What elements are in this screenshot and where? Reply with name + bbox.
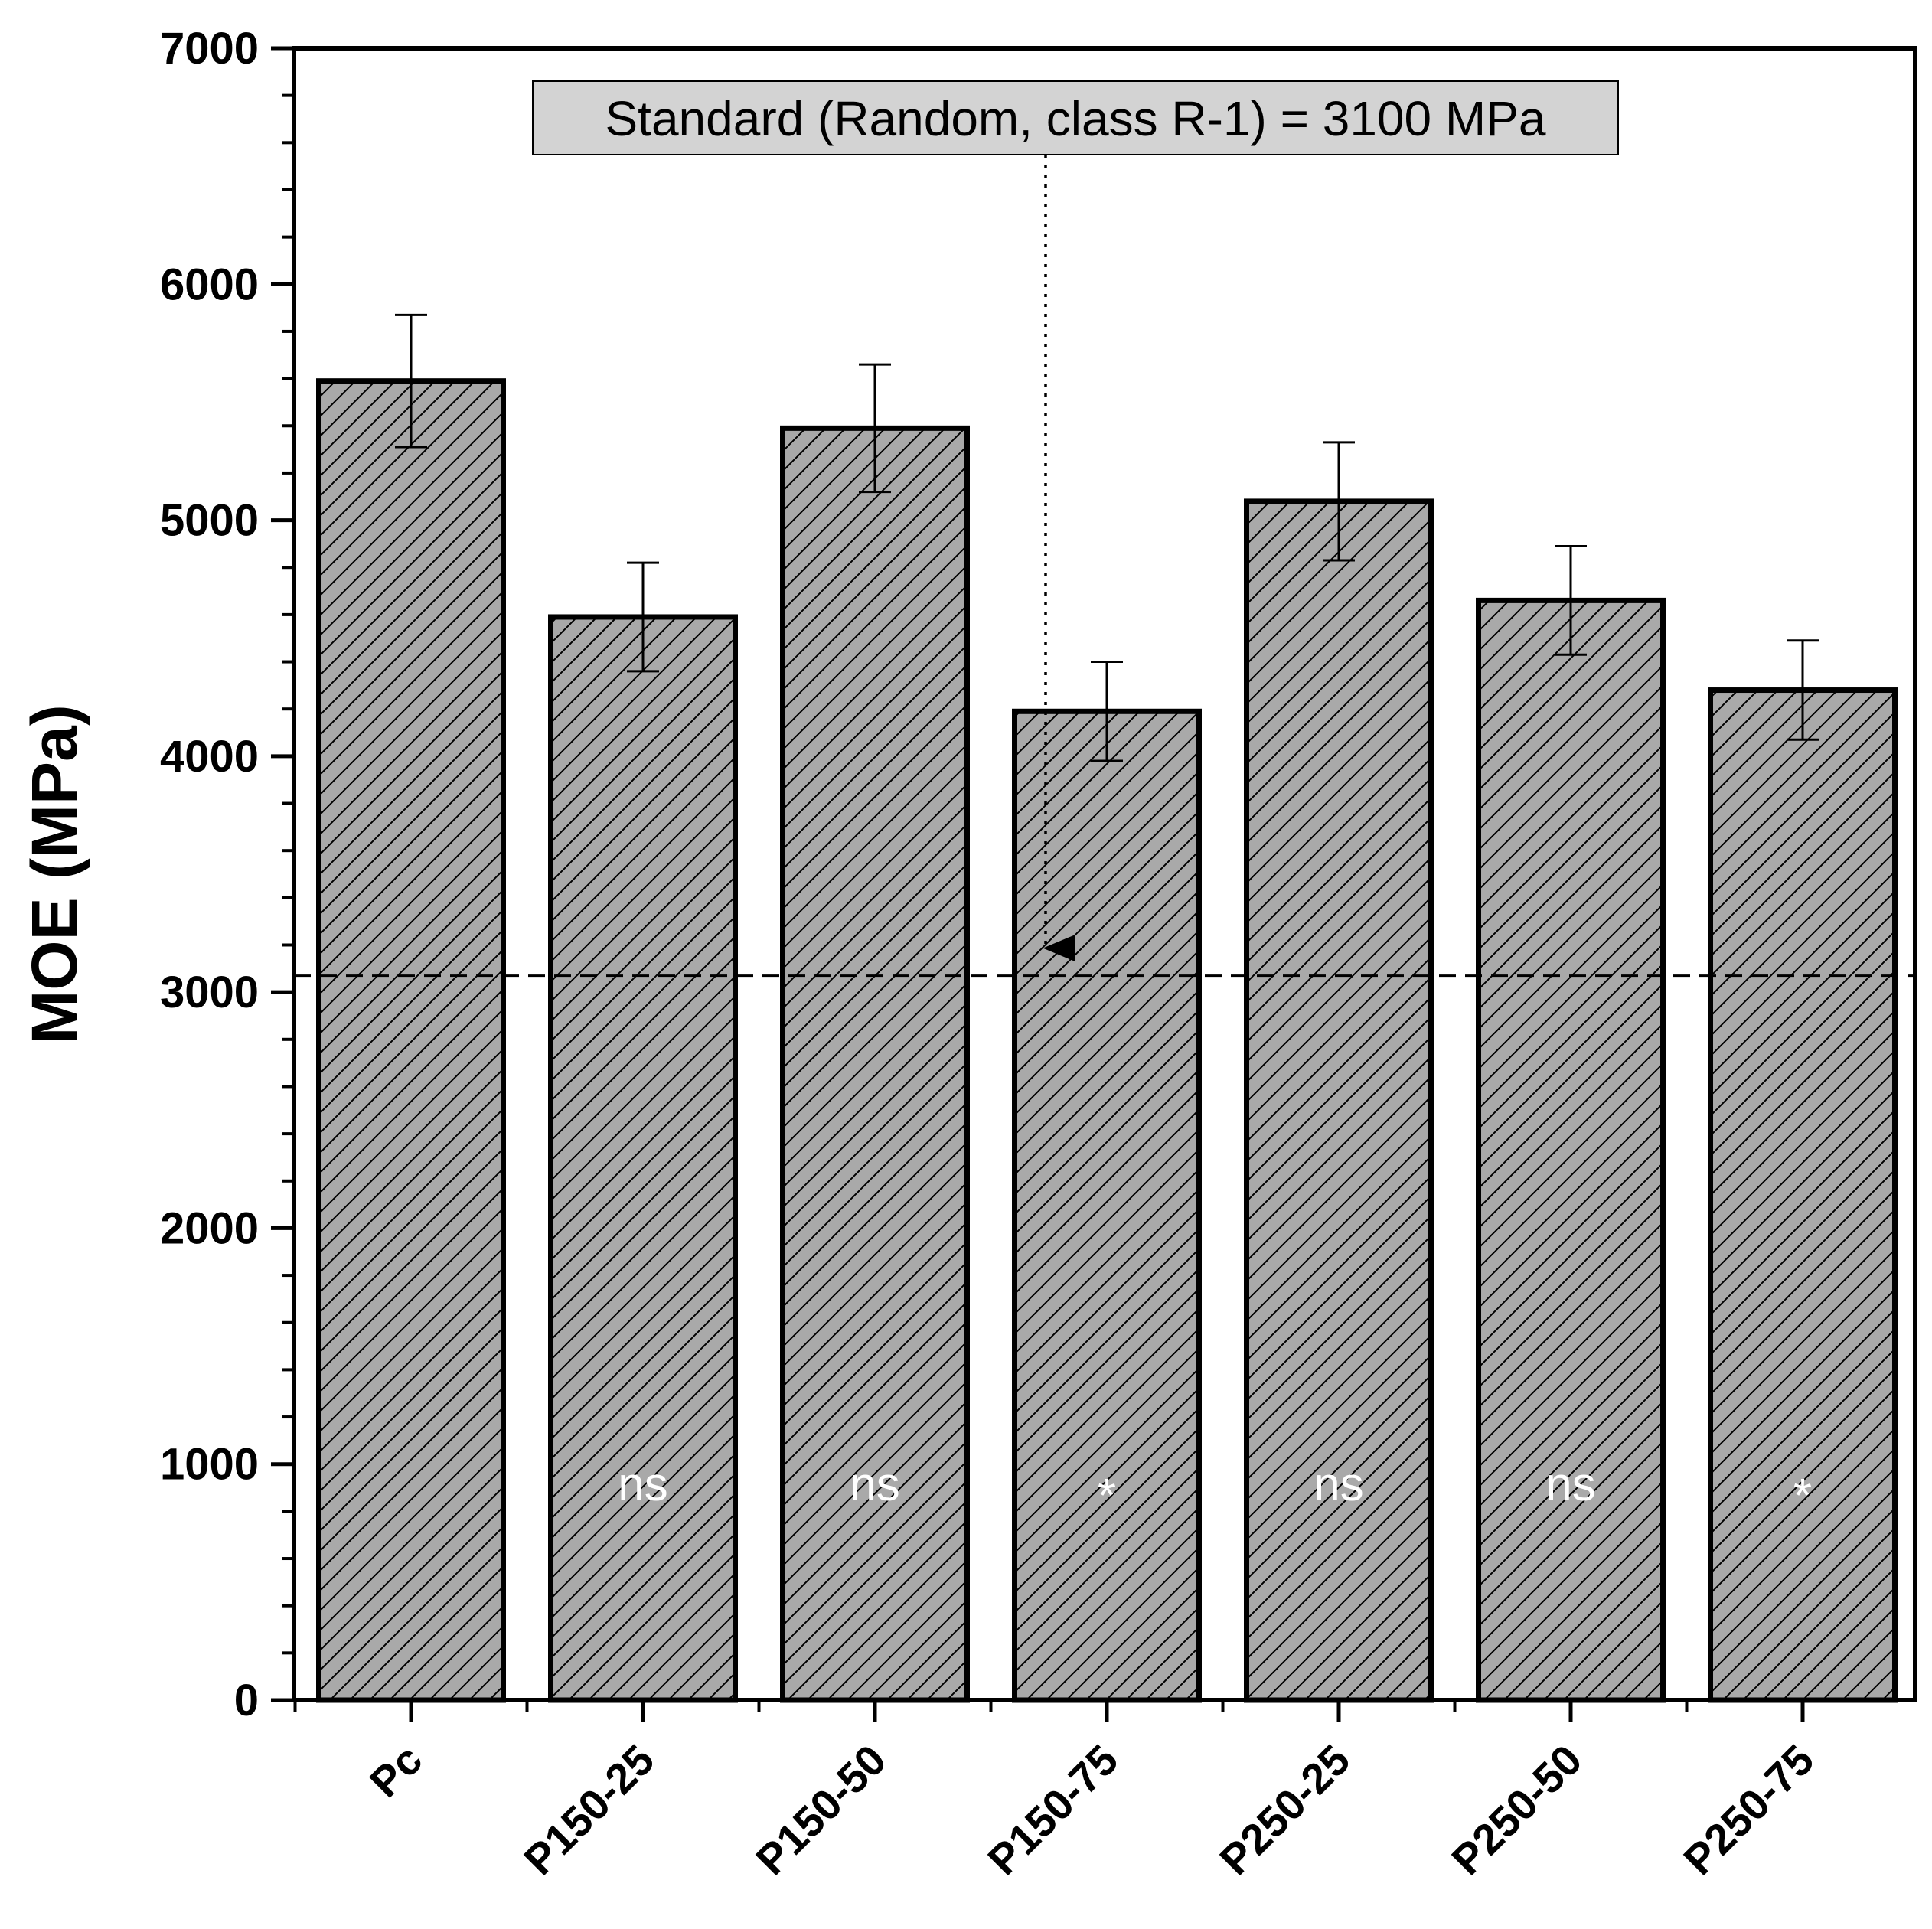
- y-tick-label: 6000: [160, 259, 259, 309]
- x-tick-label-P150-25: P150-25: [514, 1735, 663, 1884]
- significance-label-P250-75: *: [1793, 1470, 1812, 1523]
- annotation-box: [532, 80, 1619, 155]
- significance-label-P150-50: ns: [850, 1458, 899, 1511]
- error-bar-P250-75: [1787, 639, 1819, 741]
- bar-P250-50: [1476, 597, 1666, 1703]
- bars-layer: [316, 378, 1898, 1703]
- significance-label-P150-75: *: [1098, 1470, 1116, 1523]
- y-tick-label: 1000: [160, 1440, 259, 1490]
- bar-Pc: [316, 378, 506, 1703]
- x-tick-label-P250-25: P250-25: [1210, 1735, 1359, 1884]
- significance-label-P150-25: ns: [618, 1458, 667, 1511]
- error-bar-P250-50: [1555, 544, 1587, 656]
- x-tick-label-P250-50: P250-50: [1442, 1735, 1591, 1884]
- error-bar-P150-25: [627, 561, 659, 673]
- y-tick-label: 4000: [160, 732, 259, 782]
- y-tick-label: 2000: [160, 1203, 259, 1253]
- x-tick-label-P250-75: P250-75: [1674, 1735, 1823, 1884]
- x-axis-ticks: Pc P150-25 P150-50 P150-75 P250-25 P250-50 P25…: [293, 1700, 1823, 1884]
- plot-frame: [292, 46, 1917, 1702]
- bar-P150-25: [548, 614, 738, 1703]
- x-tick-label-P150-75: P150-75: [978, 1735, 1127, 1884]
- bar-P250-75: [1708, 687, 1898, 1703]
- significance-label-P250-50: ns: [1545, 1458, 1595, 1511]
- y-tick-label: 3000: [160, 968, 259, 1017]
- y-axis-ticks: 0 1000 2000 3000 4000 5000 6000 7000: [160, 24, 294, 1725]
- annotation-text: Standard (Random, class R-1) = 3100 MPa: [605, 91, 1545, 146]
- significance-labels-layer: ns ns * ns ns *: [618, 1458, 1812, 1523]
- error-bar-P150-50: [859, 363, 891, 494]
- bar-P150-75: [1012, 708, 1202, 1703]
- standard-annotation: Standard (Random, class R-1) = 3100 MPa: [532, 80, 1619, 962]
- bar-P250-25: [1244, 498, 1434, 1703]
- y-axis-title: MOE (MPa): [18, 704, 90, 1043]
- significance-label-P250-25: ns: [1314, 1458, 1363, 1511]
- error-bars-layer: [395, 313, 1819, 762]
- x-tick-label-P150-50: P150-50: [746, 1735, 895, 1884]
- y-tick-label: 7000: [160, 24, 259, 73]
- y-tick-label: 5000: [160, 496, 259, 546]
- y-tick-label: 0: [234, 1676, 259, 1725]
- x-tick-label-Pc: Pc: [361, 1735, 432, 1807]
- error-bar-Pc: [395, 313, 427, 449]
- error-bar-P250-25: [1323, 441, 1355, 562]
- error-bar-P150-75: [1091, 661, 1123, 762]
